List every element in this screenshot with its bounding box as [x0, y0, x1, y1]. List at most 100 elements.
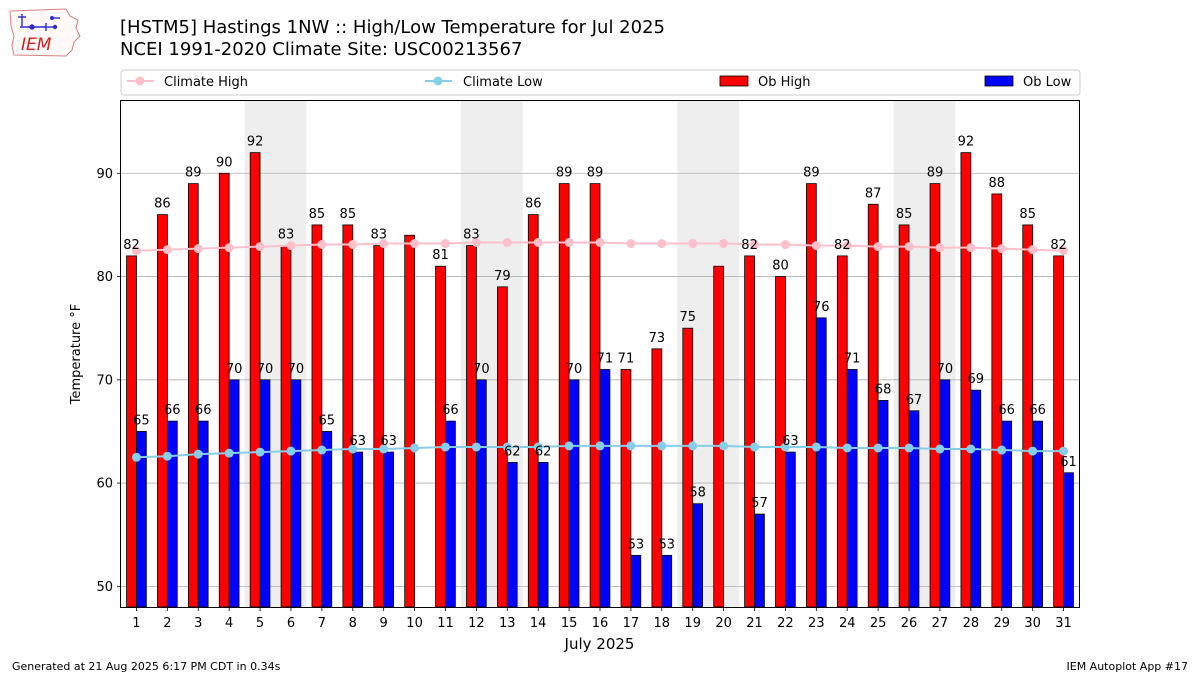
ob-low-label: 61 [1060, 455, 1077, 470]
ob-low-label: 58 [689, 486, 706, 501]
ob-high-label: 83 [463, 228, 480, 243]
ob-low-label: 63 [349, 434, 366, 449]
climate-low-point [348, 444, 358, 454]
ob-low-label: 69 [968, 372, 985, 387]
ob-high-bar [466, 245, 477, 608]
ob-low-bar [599, 369, 611, 608]
ob-low-bar [1063, 472, 1074, 608]
ob-low-label: 70 [257, 362, 274, 377]
ob-low-label: 65 [133, 413, 150, 428]
climate-low-point [842, 443, 852, 453]
ob-low-bar [846, 369, 858, 608]
climate-high-point [1028, 245, 1038, 255]
generated-timestamp: Generated at 21 Aug 2025 6:17 PM CDT in … [12, 660, 281, 673]
ob-high-label: 85 [340, 207, 357, 222]
climate-low-point [131, 452, 141, 462]
ob-low-bar [383, 451, 394, 608]
climate-high-point [131, 246, 141, 256]
ob-high-bar [249, 152, 261, 608]
x-tick-label: 4 [225, 616, 233, 631]
ob-low-bar [290, 379, 302, 608]
ob-low-label: 70 [473, 362, 490, 377]
climate-high-point [379, 239, 389, 249]
ob-high-label: 89 [927, 166, 944, 181]
ob-low-bar [692, 503, 703, 608]
ob-high-label: 80 [772, 259, 789, 274]
climate-high-point [811, 241, 821, 251]
ob-high-label: 85 [1019, 207, 1036, 222]
ob-low-label: 62 [504, 444, 521, 459]
ob-low-label: 66 [195, 403, 212, 418]
climate-high-point [410, 239, 420, 249]
x-tick-label: 1 [132, 616, 140, 631]
ob-high-bar [435, 265, 446, 608]
ob-high-bar [898, 224, 910, 608]
climate-low-point [966, 444, 976, 454]
ob-low-bar [475, 379, 487, 608]
climate-low-point [904, 443, 914, 453]
ob-low-bar [321, 431, 333, 608]
ob-low-label: 66 [442, 403, 459, 418]
climate-low-point [440, 442, 450, 452]
ob-low-label: 65 [319, 413, 336, 428]
climate-low-point [657, 441, 667, 451]
climate-high-point [533, 237, 543, 247]
x-tick-label: 24 [839, 616, 856, 631]
x-tick-label: 29 [993, 616, 1010, 631]
climate-high-point [719, 239, 729, 249]
x-tick-label: 19 [684, 616, 701, 631]
climate-low-point [595, 441, 605, 451]
x-tick-label: 2 [163, 616, 171, 631]
x-tick-label: 12 [468, 616, 485, 631]
x-tick-label: 7 [318, 616, 326, 631]
climate-high-point [626, 239, 636, 249]
x-tick-label: 9 [380, 616, 388, 631]
ob-low-bar [259, 379, 271, 608]
legend-climate-high-label: Climate High [164, 75, 248, 90]
x-tick-label: 31 [1055, 616, 1072, 631]
ob-high-bar [218, 172, 230, 608]
y-tick-label: 60 [96, 477, 113, 492]
x-tick-label: 14 [530, 616, 547, 631]
climate-low-point [935, 444, 945, 454]
x-tick-label: 28 [963, 616, 980, 631]
legend-ob-high-swatch [719, 75, 749, 87]
ob-high-label: 89 [185, 166, 202, 181]
ob-high-bar [991, 193, 1003, 608]
ob-high-label: 82 [123, 238, 140, 253]
ob-low-label: 53 [658, 537, 675, 552]
ob-low-label: 63 [380, 434, 397, 449]
climate-low-point [688, 441, 698, 451]
climate-low-point [410, 443, 420, 453]
x-tick-label: 18 [654, 616, 671, 631]
x-tick-label: 16 [592, 616, 609, 631]
app-credit: IEM Autoplot App #17 [1066, 660, 1189, 673]
ob-low-bar [970, 389, 982, 608]
climate-high-point [966, 243, 976, 253]
climate-high-point [688, 239, 698, 249]
ob-high-bar [744, 255, 755, 608]
climate-high-point [502, 237, 512, 247]
ob-low-label: 57 [751, 496, 768, 511]
ob-high-label: 89 [803, 166, 820, 181]
ob-high-label: 85 [896, 207, 913, 222]
climate-low-point [193, 449, 203, 459]
ob-high-bar [620, 369, 632, 608]
climate-low-point [286, 446, 296, 456]
climate-high-point [935, 243, 945, 253]
climate-low-point [1059, 446, 1069, 456]
climate-low-point [224, 448, 234, 458]
ob-high-bar [589, 183, 601, 608]
ob-low-bar [506, 462, 518, 608]
ob-low-bar [352, 451, 364, 608]
ob-high-label: 86 [525, 197, 542, 212]
legend-ob-high: Ob High [719, 75, 811, 90]
climate-low-point [750, 442, 760, 452]
x-tick-label: 26 [901, 616, 918, 631]
ob-high-bar [280, 245, 292, 608]
climate-low-point [780, 442, 790, 452]
climate-high-point [440, 239, 450, 249]
ob-low-label: 76 [813, 300, 830, 315]
bars [126, 152, 1074, 608]
